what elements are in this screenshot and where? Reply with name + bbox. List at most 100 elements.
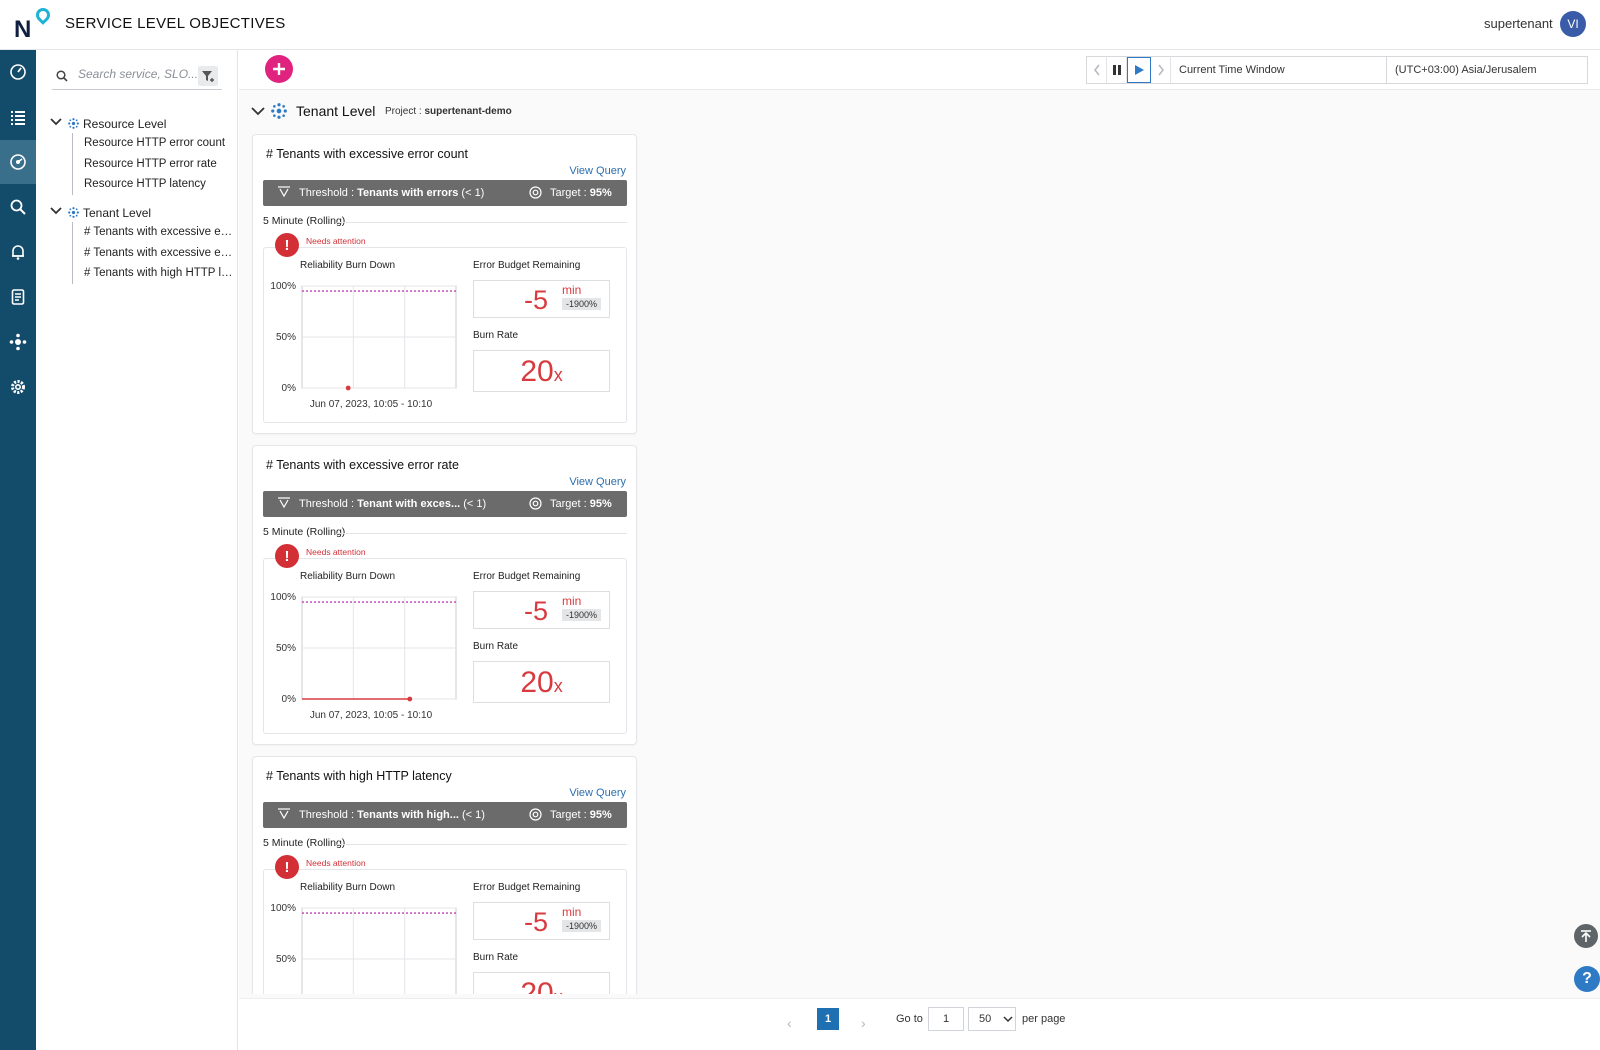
section-header: Tenant Level Project : supertenant-demo bbox=[251, 102, 651, 122]
tree-children: # Tenants with excessive err... # Tenant… bbox=[72, 222, 238, 284]
time-back-button[interactable] bbox=[1087, 57, 1107, 83]
nav-list[interactable] bbox=[0, 95, 36, 139]
error-budget-value: -5 bbox=[524, 907, 549, 937]
nav-settings[interactable] bbox=[0, 365, 36, 409]
scroll-to-top-button[interactable] bbox=[1574, 924, 1598, 948]
nav-alerts[interactable] bbox=[0, 230, 36, 274]
divider bbox=[337, 533, 627, 534]
y-tick-label: 50% bbox=[276, 954, 296, 965]
tree-group-header[interactable]: Tenant Level bbox=[50, 204, 238, 222]
help-button[interactable]: ? bbox=[1574, 966, 1600, 992]
divider bbox=[337, 222, 627, 223]
user-name: supertenant bbox=[1484, 16, 1553, 31]
burn-rate-label: Burn Rate bbox=[473, 330, 519, 341]
pagination: ‹ 1 › Go to 1 50 per page bbox=[239, 998, 1600, 1050]
burn-rate-number: 20 bbox=[520, 355, 554, 388]
y-tick-label: 50% bbox=[276, 643, 296, 654]
burn-down-svg: 100% 50% 0% Jun 07, 2023, 10:05 - 10:10 bbox=[270, 592, 457, 721]
status-text: Needs attention bbox=[306, 858, 366, 868]
y-tick-label: 100% bbox=[270, 281, 296, 292]
chevron-down-icon[interactable] bbox=[251, 106, 265, 116]
nav-integrations[interactable] bbox=[0, 320, 36, 364]
logo-letter: N bbox=[14, 16, 32, 43]
threshold-text: Threshold : Tenants with errors (< 1) bbox=[299, 187, 484, 199]
timezone-select[interactable]: (UTC+03:00) Asia/Jerusalem bbox=[1395, 64, 1537, 76]
slo-card-title[interactable]: # Tenants with high HTTP latency bbox=[266, 769, 452, 783]
tree-group-label: Tenant Level bbox=[83, 206, 152, 220]
burn-rate-box: 20x bbox=[473, 972, 610, 994]
target-value: 95% bbox=[589, 187, 612, 199]
avatar[interactable]: VI bbox=[1560, 11, 1586, 37]
threshold-icon bbox=[278, 808, 290, 820]
tree-group-header[interactable]: Resource Level bbox=[50, 115, 238, 133]
threshold-label: Threshold : bbox=[299, 187, 355, 199]
burn-rate-unit: x bbox=[554, 987, 563, 994]
threshold-icon bbox=[278, 186, 290, 198]
nav-search[interactable] bbox=[0, 185, 36, 229]
burn-down-svg: 100% 50% 0% Jun 07, 2023, 10:05 - 10:10 bbox=[270, 281, 457, 410]
slo-card: # Tenants with excessive error rate View … bbox=[252, 445, 637, 745]
tree-group-tenant-level: Tenant Level # Tenants with excessive er… bbox=[50, 204, 238, 284]
status-text: Needs attention bbox=[306, 547, 366, 557]
filter-add-icon bbox=[202, 71, 214, 82]
y-tick-label: 50% bbox=[276, 332, 296, 343]
chevron-down-icon[interactable] bbox=[50, 117, 62, 127]
tree-item[interactable]: Resource HTTP error count bbox=[84, 137, 226, 149]
search-input[interactable] bbox=[78, 67, 198, 81]
filter-button[interactable] bbox=[198, 66, 218, 86]
page-number-current[interactable]: 1 bbox=[817, 1008, 839, 1030]
divider bbox=[337, 844, 627, 845]
burn-rate-unit: x bbox=[553, 365, 563, 385]
pause-button[interactable] bbox=[1107, 57, 1127, 83]
nav-reports[interactable] bbox=[0, 275, 36, 319]
reports-icon bbox=[11, 289, 25, 305]
tree-item[interactable]: # Tenants with high HTTP la... bbox=[84, 267, 234, 280]
error-budget-value: -5 bbox=[524, 596, 549, 626]
app-logo[interactable]: N bbox=[14, 5, 54, 43]
target-value: 95% bbox=[589, 498, 612, 510]
time-forward-button[interactable] bbox=[1151, 57, 1171, 83]
target-text: Target : 95% bbox=[550, 498, 612, 510]
view-query-link[interactable]: View Query bbox=[569, 787, 626, 799]
threshold-label: Threshold : bbox=[299, 809, 355, 821]
burn-rate-value: 20x bbox=[520, 977, 562, 994]
burn-rate-box: 20x bbox=[473, 350, 610, 392]
tree-item[interactable]: # Tenants with excessive err... bbox=[84, 226, 234, 238]
threshold-value: Tenants with errors bbox=[357, 187, 459, 199]
target-icon bbox=[529, 186, 542, 199]
prev-page-button[interactable]: ‹ bbox=[787, 1015, 792, 1031]
logo-pin-icon bbox=[33, 5, 53, 25]
goto-input[interactable]: 1 bbox=[928, 1007, 964, 1031]
threshold-label: Threshold : bbox=[299, 498, 355, 510]
next-page-button[interactable]: › bbox=[861, 1015, 866, 1031]
slo-card-title[interactable]: # Tenants with excessive error rate bbox=[266, 458, 459, 472]
target-label: Target : bbox=[550, 498, 587, 510]
nav-slo[interactable] bbox=[0, 140, 36, 184]
x-axis-label: Jun 07, 2023, 10:05 - 10:10 bbox=[310, 399, 433, 410]
tree-item[interactable]: # Tenants with excessive err... bbox=[84, 246, 234, 259]
slo-metrics-panel: Reliability Burn Down 100% 50% 0% Jun 07, 20… bbox=[263, 558, 627, 734]
per-page-select[interactable]: 50 bbox=[968, 1007, 1016, 1031]
chart-title: Reliability Burn Down bbox=[300, 571, 396, 582]
time-window-select[interactable]: Current Time Window bbox=[1171, 57, 1387, 83]
y-tick-label: 100% bbox=[270, 903, 296, 914]
view-query-link[interactable]: View Query bbox=[569, 476, 626, 488]
error-budget-percent: -1900% bbox=[562, 920, 602, 932]
chevron-down-icon[interactable] bbox=[50, 206, 62, 216]
resource-node-icon bbox=[68, 118, 79, 129]
chevron-left-icon bbox=[1093, 64, 1100, 76]
play-button[interactable] bbox=[1127, 57, 1151, 83]
slo-card-title[interactable]: # Tenants with excessive error count bbox=[266, 147, 468, 161]
nav-dashboard[interactable] bbox=[0, 50, 36, 94]
view-query-link[interactable]: View Query bbox=[569, 165, 626, 177]
add-slo-button[interactable] bbox=[265, 55, 293, 83]
target-value: 95% bbox=[589, 809, 612, 821]
tree-item[interactable]: Resource HTTP error rate bbox=[84, 157, 217, 170]
target-icon bbox=[529, 808, 542, 821]
error-budget-percent: -1900% bbox=[562, 298, 602, 310]
data-point bbox=[407, 696, 413, 702]
tree-item[interactable]: Resource HTTP latency bbox=[84, 178, 206, 191]
burn-rate-label: Burn Rate bbox=[473, 952, 519, 963]
slo-tree-panel: Resource Level Resource HTTP error count… bbox=[36, 50, 238, 1050]
time-window-label: 5 Minute (Rolling) bbox=[263, 526, 346, 538]
